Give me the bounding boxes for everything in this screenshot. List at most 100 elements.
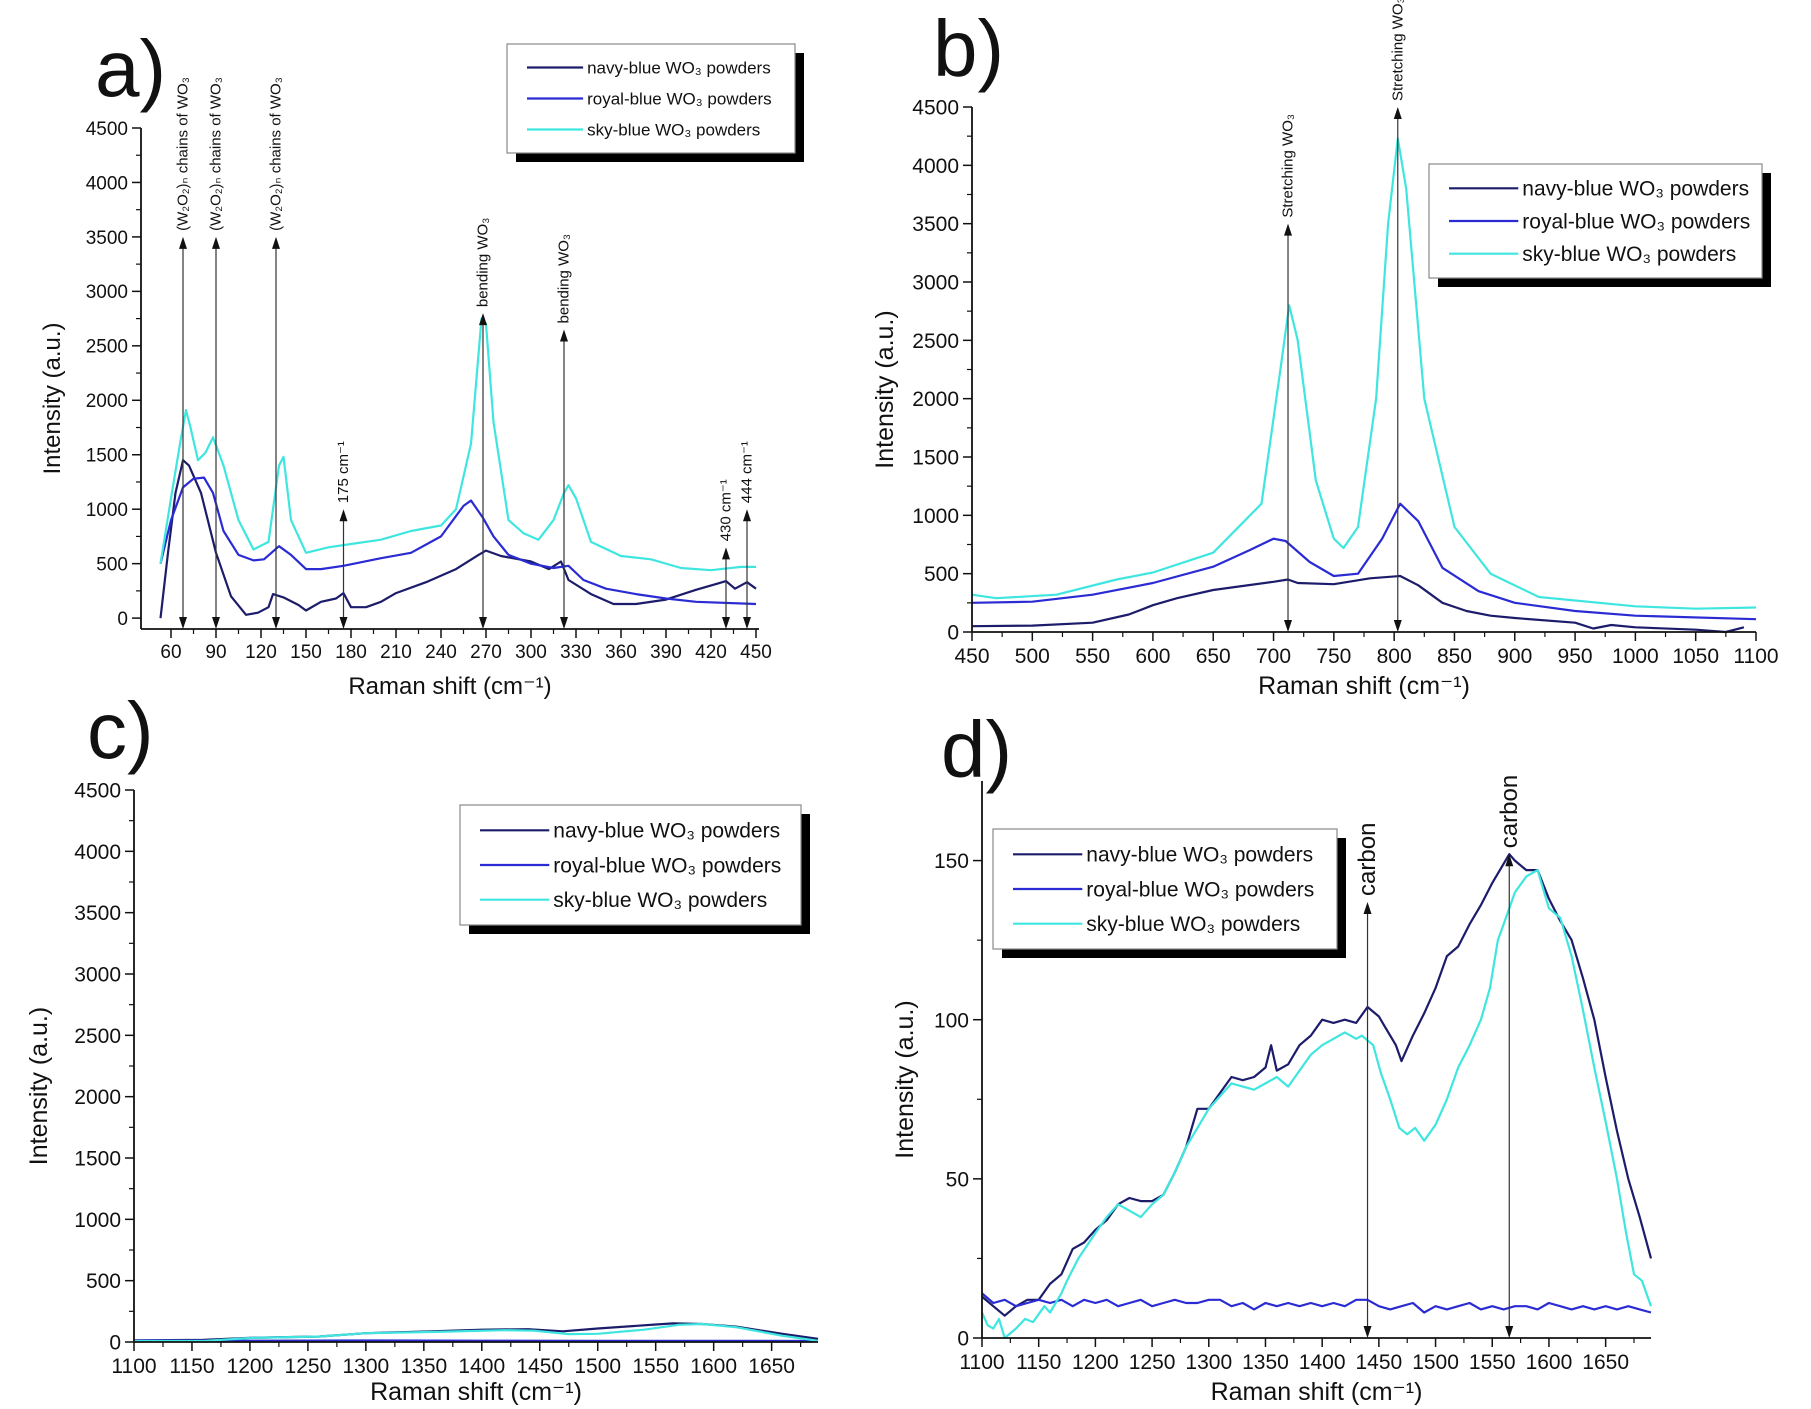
x-tick-label: 150 (290, 642, 322, 663)
y-tick-label: 50 (946, 1168, 969, 1191)
x-tick-label: 1200 (227, 1355, 274, 1378)
x-tick-label: 300 (515, 642, 547, 663)
annotation-label: (W₂O₂)ₙ chains of WO₃ (268, 77, 285, 231)
x-tick-label: 360 (605, 642, 637, 663)
x-tick-label: 600 (1135, 645, 1170, 668)
x-tick-label: 60 (160, 642, 181, 663)
legend-entry: navy-blue WO₃ powders (587, 58, 771, 77)
chart-panel-b: b) Stretching WO₃ Stretching WO₃ 450 500 550 6… (871, 0, 1779, 700)
y-tick-label: 2000 (912, 388, 959, 411)
x-tick-label: 1500 (1412, 1351, 1459, 1374)
y-tick-label: 2500 (74, 1025, 121, 1048)
legend-entry: sky-blue WO₃ powders (587, 120, 760, 139)
series-line-navy-blue (971, 574, 1745, 634)
arrow-head-down-icon (212, 617, 220, 629)
y-tick-label: 4500 (86, 119, 128, 140)
x-tick-label: 550 (1075, 645, 1110, 668)
legend: navy-blue WO₃ powders royal-blue WO₃ powd… (1428, 163, 1771, 287)
legend: navy-blue WO₃ powders royal-blue WO₃ powd… (992, 828, 1346, 958)
x-tick-label: 1100 (959, 1351, 1004, 1374)
y-tick-label: 500 (96, 554, 128, 575)
x-axis-title: Raman shift (cm⁻¹) (348, 673, 551, 700)
annotation-arrow: (W₂O₂)ₙ chains of WO₃ (208, 77, 225, 629)
x-tick-label: 1300 (343, 1355, 390, 1378)
y-tick-label: 100 (934, 1009, 969, 1032)
legend-entry: royal-blue WO₃ powders (1522, 210, 1750, 233)
arrow-head-up-icon (560, 329, 568, 342)
arrow-head-up-icon (1363, 901, 1372, 914)
y-tick-label: 3000 (74, 964, 121, 987)
annotation-label: Stretching WO₃ (1280, 114, 1297, 218)
x-tick-label: 950 (1558, 645, 1593, 668)
legend-entry: navy-blue WO₃ powders (1522, 178, 1749, 201)
arrow-head-down-icon (1505, 1326, 1514, 1338)
x-tick-label: 270 (470, 642, 502, 663)
chart-panel-c: c) 1100 1150 1200 1250 1300 1350 1400 1450 1500 15… (25, 686, 819, 1406)
legend-entry: sky-blue WO₃ powders (1522, 243, 1736, 266)
annotation-arrow: 444 cm⁻¹ (739, 441, 756, 629)
series-line-navy-blue (159, 459, 757, 619)
x-tick-label: 1400 (458, 1355, 505, 1378)
arrow-head-down-icon (743, 617, 751, 629)
x-axis-title: Raman shift (cm⁻¹) (370, 1378, 582, 1406)
annotation-label: carbon (1354, 823, 1381, 896)
arrow-head-up-icon (722, 547, 730, 560)
y-tick-label: 0 (117, 609, 128, 630)
legend: navy-blue WO₃ powders royal-blue WO₃ powd… (459, 804, 810, 934)
y-axis-title: Intensity (a.u.) (891, 1000, 919, 1158)
annotation-label: bending WO₃ (556, 234, 573, 324)
x-tick-label: 1550 (632, 1355, 679, 1378)
x-tick-label: 1650 (1582, 1351, 1629, 1374)
x-tick-label: 1500 (574, 1355, 621, 1378)
series-line-sky-blue (159, 317, 756, 572)
x-axis-title: Raman shift (cm⁻¹) (1258, 672, 1470, 700)
series-line-royal-blue (159, 476, 757, 606)
y-tick-label: 3500 (74, 902, 121, 925)
y-tick-label: 500 (924, 563, 959, 586)
x-tick-label: 390 (650, 642, 682, 663)
series-line-sky-blue (971, 137, 1757, 610)
x-tick-label: 1350 (400, 1355, 447, 1378)
x-tick-label: 1400 (1299, 1351, 1346, 1374)
x-tick-label: 1250 (285, 1355, 332, 1378)
y-tick-label: 1500 (86, 446, 128, 467)
x-tick-label: 1450 (1356, 1351, 1403, 1374)
x-tick-label: 1450 (516, 1355, 563, 1378)
arrow-head-up-icon (1505, 854, 1514, 867)
y-tick-label: 0 (109, 1332, 121, 1355)
annotation-arrow: bending WO₃ (475, 218, 492, 629)
annotation-arrow: carbon (1354, 823, 1381, 1338)
x-tick-label: 750 (1316, 645, 1351, 668)
arrow-head-down-icon (272, 617, 280, 629)
y-tick-label: 1000 (86, 500, 128, 521)
arrow-head-up-icon (272, 236, 280, 249)
annotation-label: 444 cm⁻¹ (739, 441, 756, 503)
arrow-head-down-icon (179, 617, 187, 629)
legend-entry: royal-blue WO₃ powders (1086, 878, 1314, 901)
panel-label: d) (941, 705, 1012, 794)
annotation-arrow: (W₂O₂)ₙ chains of WO₃ (175, 77, 192, 629)
legend-entry: navy-blue WO₃ powders (1086, 844, 1313, 867)
annotation-arrow: Stretching WO₃ (1280, 114, 1297, 632)
y-tick-label: 4000 (74, 841, 121, 864)
x-axis-title: Raman shift (cm⁻¹) (1211, 1378, 1423, 1406)
legend-entry: sky-blue WO₃ powders (1086, 913, 1300, 936)
annotation-arrow: 175 cm⁻¹ (335, 441, 352, 629)
x-tick-label: 1150 (169, 1355, 214, 1378)
y-tick-label: 500 (86, 1270, 121, 1293)
legend-entry: navy-blue WO₃ powders (553, 820, 780, 843)
annotation-label: bending WO₃ (475, 218, 492, 308)
annotation-label: (W₂O₂)ₙ chains of WO₃ (208, 77, 225, 231)
y-tick-label: 4000 (912, 155, 959, 178)
x-tick-label: 850 (1437, 645, 1472, 668)
series-line-royal-blue (981, 1292, 1652, 1314)
chart-panel-d: d) carbon carbon 1100 1150 1200 1250 1300 1350 14… (891, 705, 1653, 1406)
arrow-head-up-icon (212, 236, 220, 249)
x-tick-label: 700 (1256, 645, 1291, 668)
panel-label: b) (933, 4, 1004, 93)
arrow-head-down-icon (1363, 1326, 1372, 1338)
y-tick-label: 2000 (86, 391, 128, 412)
annotation-arrow: carbon (1496, 775, 1523, 1338)
series-line-royal-blue (133, 1339, 819, 1343)
